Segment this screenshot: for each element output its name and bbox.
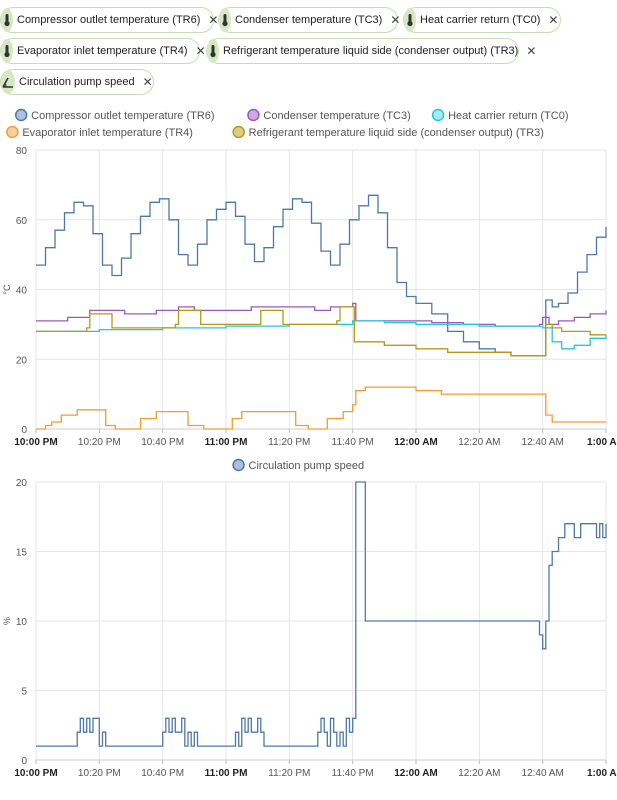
- legend-label: Heat carrier return (TC0): [448, 110, 568, 122]
- series-line: [36, 320, 607, 350]
- filter-chip-tr3[interactable]: Refrigerant temperature liquid side (con…: [206, 38, 536, 64]
- y-tick-label: 0: [21, 756, 27, 767]
- gauge-icon: [1, 70, 15, 94]
- legend-label: Circulation pump speed: [249, 460, 365, 472]
- filter-chip-tr6[interactable]: Compressor outlet temperature (TR6) ✕: [0, 7, 218, 33]
- filter-chip-tr4[interactable]: Evaporator inlet temperature (TR4) ✕: [0, 38, 206, 64]
- x-tick-label: 10:00 PM: [14, 437, 57, 448]
- y-tick-label: 20: [16, 355, 28, 366]
- filter-chip-label: Evaporator inlet temperature (TR4): [17, 45, 188, 57]
- filter-chip-label: Compressor outlet temperature (TR6): [17, 14, 201, 26]
- legend-label: Evaporator inlet temperature (TR4): [22, 127, 193, 139]
- pump-speed-chart: Circulation pump speed 0 5 10 15 20% 10:00 PM 1…: [2, 458, 617, 779]
- y-tick-label: 60: [16, 216, 28, 227]
- legend-marker: [232, 125, 245, 139]
- x-tick-label: 10:40 PM: [141, 768, 184, 779]
- series-line: [36, 302, 607, 327]
- remove-filter-icon[interactable]: ✕: [526, 44, 537, 58]
- thermometer-icon: [1, 8, 13, 32]
- filter-chip-label: Circulation pump speed: [19, 76, 135, 88]
- remove-filter-icon[interactable]: ✕: [142, 75, 153, 89]
- y-tick-label: 40: [16, 286, 28, 297]
- filter-chip-label: Condenser temperature (TC3): [235, 14, 383, 26]
- y-tick-label: 20: [16, 478, 28, 489]
- x-tick-label: 1:00 AM: [587, 437, 617, 448]
- x-tick-label: 10:20 PM: [78, 768, 121, 779]
- legend-label: Compressor outlet temperature (TR6): [31, 110, 214, 122]
- legend-marker: [232, 458, 245, 472]
- series-line: [36, 306, 606, 357]
- thermometer-icon: [207, 39, 219, 63]
- filter-chip-label: Refrigerant temperature liquid side (con…: [223, 45, 519, 57]
- legend-marker: [14, 108, 28, 122]
- y-axis-label: %: [2, 617, 12, 625]
- thermometer-icon: [1, 39, 13, 63]
- remove-filter-icon[interactable]: ✕: [208, 13, 219, 27]
- x-tick-label: 12:00 AM: [394, 437, 438, 448]
- thermometer-icon: [219, 8, 231, 32]
- x-tick-label: 11:00 PM: [205, 768, 248, 779]
- legend-marker: [247, 108, 260, 122]
- temperature-chart: Compressor outlet temperature (TR6) Conde…: [2, 108, 617, 448]
- legend-label: Condenser temperature (TC3): [263, 110, 410, 122]
- legend-marker: [6, 125, 19, 139]
- y-axis-label: °C: [2, 284, 12, 295]
- x-tick-label: 12:00 AM: [394, 768, 438, 779]
- x-tick-label: 11:00 PM: [205, 437, 248, 448]
- remove-filter-icon[interactable]: ✕: [195, 44, 206, 58]
- y-tick-label: 0: [21, 425, 27, 436]
- remove-filter-icon[interactable]: ✕: [390, 13, 401, 27]
- thermometer-icon: [404, 8, 416, 32]
- y-tick-label: 80: [16, 146, 28, 157]
- x-tick-label: 10:20 PM: [78, 437, 121, 448]
- y-tick-label: 15: [16, 548, 28, 559]
- filter-chip-tc3[interactable]: Condenser temperature (TC3) ✕: [218, 7, 401, 33]
- filter-chip-tc0[interactable]: Heat carrier return (TC0) ✕: [403, 7, 561, 33]
- y-tick-label: 5: [21, 687, 27, 698]
- x-tick-label: 10:40 PM: [141, 437, 184, 448]
- series-line: [36, 481, 607, 747]
- x-tick-label: 10:00 PM: [14, 768, 57, 779]
- x-tick-label: 12:20 AM: [458, 437, 500, 448]
- y-tick-label: 10: [16, 617, 28, 628]
- x-tick-label: 1:00 AM: [587, 768, 617, 779]
- legend-label: Refrigerant temperature liquid side (con…: [249, 127, 544, 139]
- x-tick-label: 11:20 PM: [268, 768, 310, 779]
- x-tick-label: 12:40 AM: [522, 437, 564, 448]
- x-tick-label: 11:20 PM: [268, 437, 310, 448]
- x-tick-label: 12:40 AM: [522, 768, 564, 779]
- series-line: [36, 386, 606, 430]
- x-tick-label: 11:40 PM: [332, 768, 374, 779]
- filter-chip-pump-speed[interactable]: Circulation pump speed ✕: [0, 69, 154, 95]
- legend-marker: [431, 108, 445, 122]
- remove-filter-icon[interactable]: ✕: [548, 13, 559, 27]
- x-tick-label: 12:20 AM: [458, 768, 500, 779]
- filter-chip-label: Heat carrier return (TC0): [420, 14, 541, 26]
- x-tick-label: 11:40 PM: [332, 437, 374, 448]
